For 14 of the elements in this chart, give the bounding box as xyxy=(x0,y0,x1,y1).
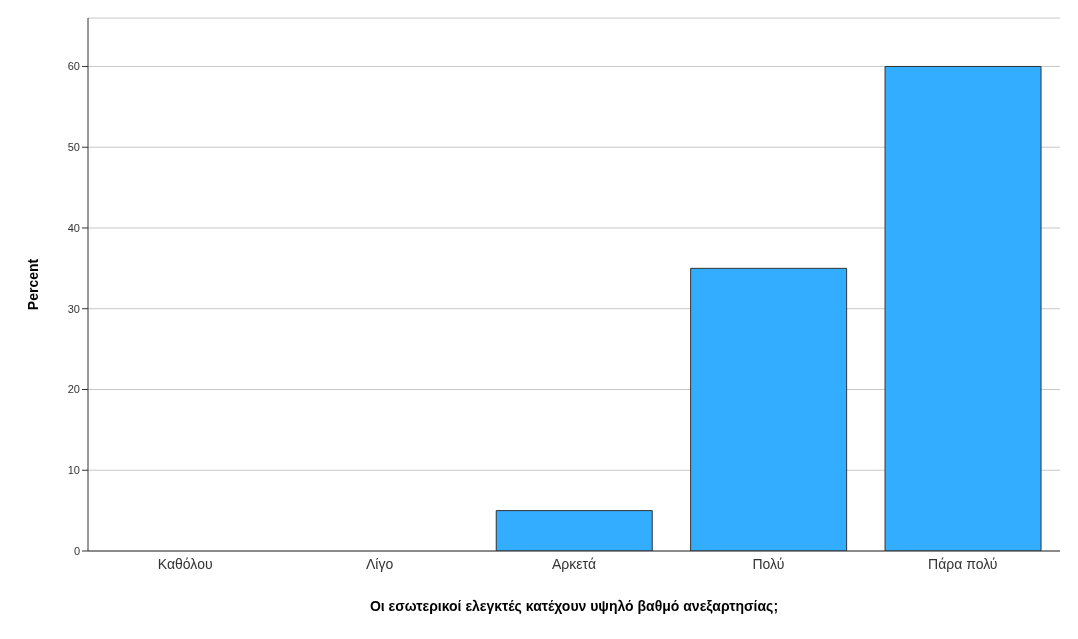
y-tick-label: 0 xyxy=(73,544,80,557)
y-tick-label: 20 xyxy=(67,383,80,396)
x-tick-label: Καθόλου xyxy=(157,555,213,572)
y-axis-title: Percent xyxy=(24,258,41,311)
x-tick-label: Λίγο xyxy=(365,555,394,572)
x-tick-label: Πολύ xyxy=(752,555,785,572)
y-tick-label: 40 xyxy=(67,221,80,234)
y-tick-label: 30 xyxy=(67,302,80,315)
y-tick-label: 50 xyxy=(67,141,80,154)
x-tick-label: Αρκετά xyxy=(552,555,596,572)
y-tick-label: 60 xyxy=(67,60,80,73)
y-tick-label: 10 xyxy=(67,464,80,477)
x-tick-label: Πάρα πολύ xyxy=(928,555,998,572)
x-axis-title: Οι εσωτερικοί ελεγκτές κατέχουν υψηλό βαθμό ανεξαρτησίας; xyxy=(369,598,779,614)
